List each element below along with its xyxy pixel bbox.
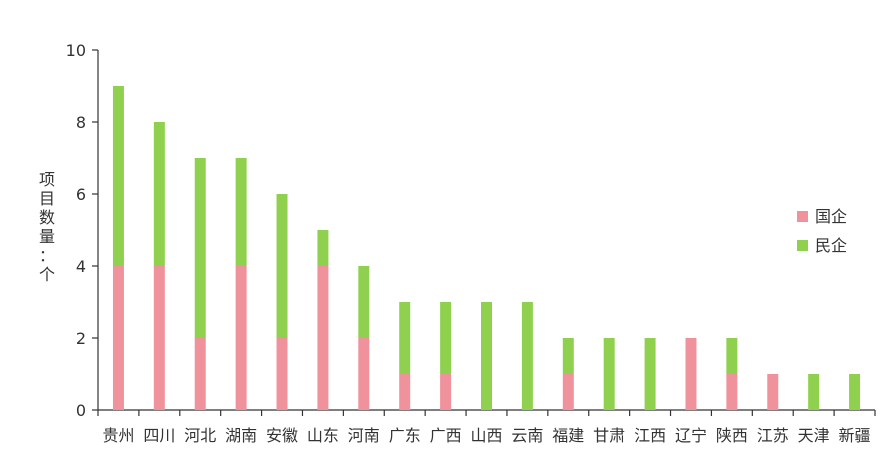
bar-segment-private bbox=[440, 302, 452, 374]
bar-segment-private bbox=[849, 374, 861, 410]
bars bbox=[112, 86, 861, 410]
bar-segment-soe bbox=[194, 338, 206, 410]
legend-label: 民企 bbox=[815, 236, 847, 255]
bar-segment-private bbox=[521, 302, 533, 410]
bar-segment-private bbox=[235, 158, 247, 266]
y-axis: 0 2 4 6 8 10 bbox=[66, 41, 99, 420]
bar-segment-private bbox=[481, 302, 492, 410]
bar-segment-soe bbox=[358, 338, 370, 410]
bar-segment-soe bbox=[767, 374, 779, 410]
legend-swatch bbox=[797, 211, 808, 222]
category-label: 山西 bbox=[470, 426, 502, 445]
category-label: 广西 bbox=[430, 426, 462, 445]
category-label: 甘肃 bbox=[593, 426, 625, 445]
bar-segment-private bbox=[317, 230, 329, 266]
y-tick-label: 4 bbox=[76, 257, 86, 276]
bar-segment-private bbox=[644, 338, 656, 410]
legend-label: 国企 bbox=[815, 207, 847, 226]
bar-segment-private bbox=[562, 338, 574, 374]
bar-segment-soe bbox=[685, 338, 697, 410]
bar-segment-soe bbox=[235, 266, 247, 410]
category-label: 贵州 bbox=[102, 426, 134, 445]
bar-segment-private bbox=[153, 122, 165, 266]
category-label: 天津 bbox=[798, 426, 830, 445]
category-label: 河南 bbox=[348, 426, 380, 445]
category-label: 云南 bbox=[511, 426, 543, 445]
bar-segment-private bbox=[194, 158, 206, 338]
y-axis-label-char: 量 bbox=[39, 227, 55, 246]
y-axis-label-char: ： bbox=[39, 246, 55, 265]
bar-segment-soe bbox=[112, 266, 124, 410]
bar-segment-soe bbox=[562, 374, 574, 410]
y-tick-label: 6 bbox=[76, 185, 86, 204]
x-axis: 贵州 四川 河北 湖南 安徽 山东 河南 广东 广西 山西 云南 福建 甘肃 江西 辽宁 陕西 江苏 天津 新疆 bbox=[97, 409, 876, 445]
bar-segment-soe bbox=[276, 338, 288, 410]
bar-segment-soe bbox=[317, 266, 329, 410]
bar-segment-soe bbox=[726, 374, 738, 410]
category-label: 陕西 bbox=[716, 426, 748, 445]
y-axis-label-char: 个 bbox=[39, 265, 55, 284]
y-tick-label: 10 bbox=[66, 41, 86, 60]
bar-segment-soe bbox=[153, 266, 165, 410]
bar-segment-soe bbox=[440, 374, 452, 410]
y-axis-label-char: 数 bbox=[39, 208, 55, 227]
bar-segment-private bbox=[276, 194, 288, 338]
bar-segment-soe bbox=[399, 374, 411, 410]
category-label: 山东 bbox=[307, 426, 339, 445]
category-label: 辽宁 bbox=[675, 426, 707, 445]
y-tick-label: 8 bbox=[76, 113, 86, 132]
category-label: 湖南 bbox=[225, 426, 257, 445]
category-label: 江苏 bbox=[757, 426, 789, 445]
bar-segment-private bbox=[358, 266, 370, 338]
y-axis-label-char: 目 bbox=[39, 189, 55, 208]
y-tick-label: 0 bbox=[76, 401, 86, 420]
bar-segment-private bbox=[726, 338, 738, 374]
y-tick-label: 2 bbox=[76, 329, 86, 348]
category-label: 广东 bbox=[389, 426, 421, 445]
bar-segment-private bbox=[399, 302, 411, 374]
category-label: 江西 bbox=[634, 426, 666, 445]
category-label: 四川 bbox=[143, 426, 175, 445]
category-label: 福建 bbox=[552, 426, 584, 445]
bar-segment-private bbox=[808, 374, 820, 410]
category-label: 河北 bbox=[184, 426, 216, 445]
legend-swatch bbox=[797, 240, 808, 251]
bar-segment-private bbox=[112, 86, 124, 266]
y-axis-label-char: 项 bbox=[39, 170, 55, 189]
bar-segment-private bbox=[603, 338, 615, 410]
category-label: 新疆 bbox=[839, 426, 871, 445]
category-label: 安徽 bbox=[266, 426, 298, 445]
